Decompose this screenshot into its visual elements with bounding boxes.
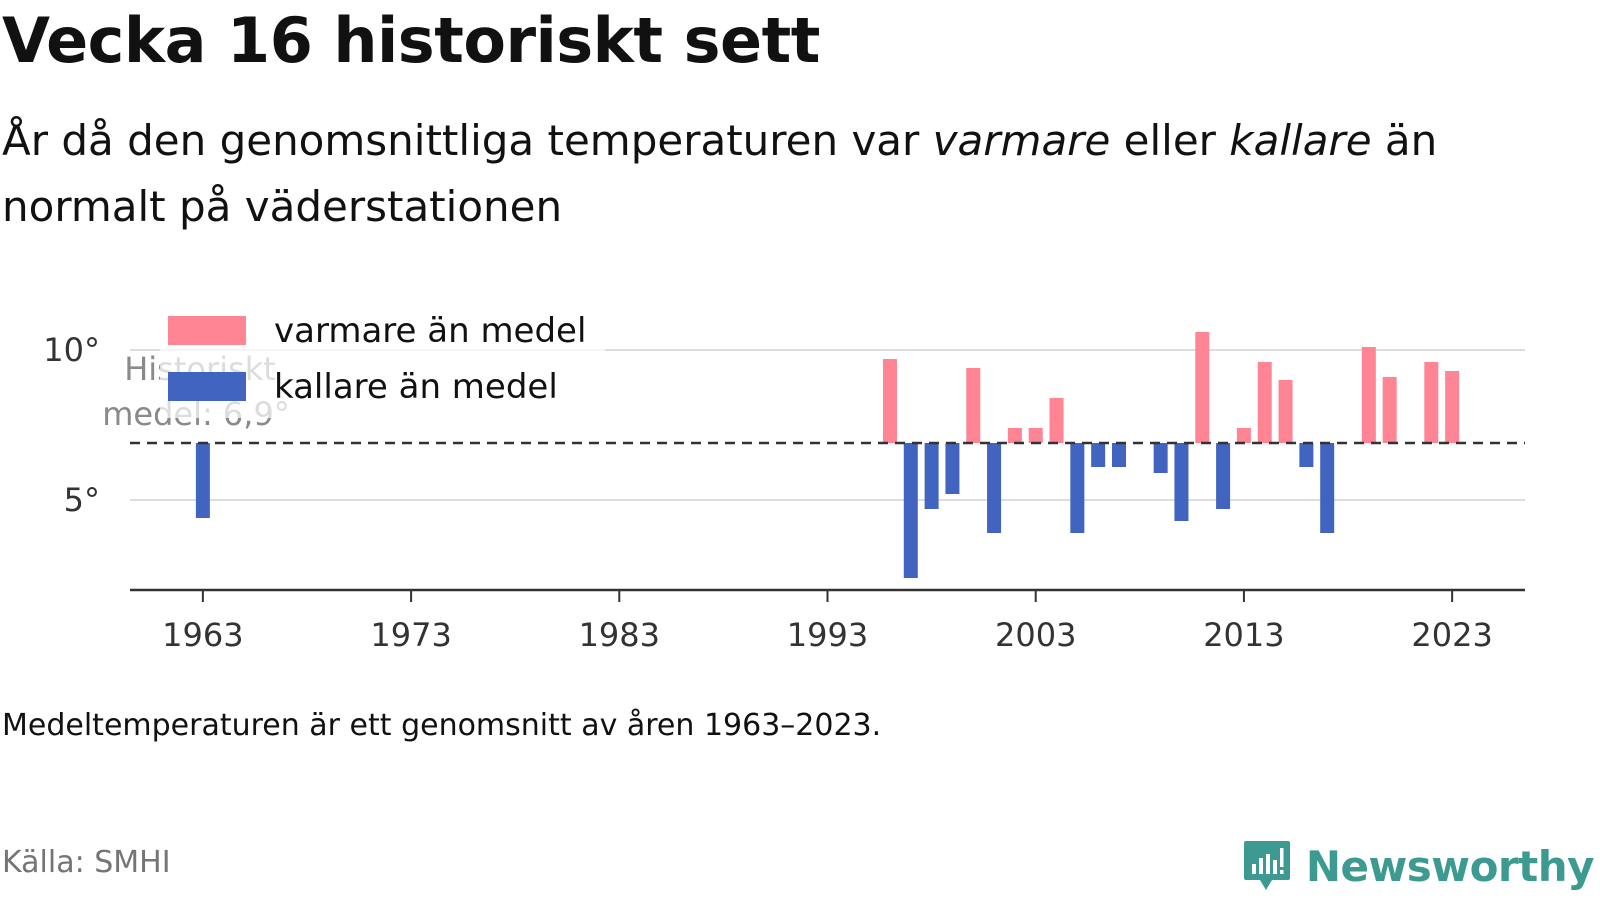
temperature-bar-chart: Historisktmedel: 6,9° 5°10°1963197319831…: [43, 308, 1525, 654]
bar-cold: [987, 443, 1002, 533]
bar-warm: [966, 368, 981, 443]
bar-warm: [1278, 380, 1293, 443]
bar-warm: [1195, 332, 1210, 443]
brand-name: Newsworthy: [1305, 841, 1595, 891]
bar-cold: [195, 443, 210, 518]
bar-warm: [1424, 362, 1439, 443]
subtitle-warm-word: varmare: [932, 116, 1111, 165]
bar-cold: [1174, 443, 1189, 521]
bar-warm: [1049, 398, 1064, 443]
axes: 5° 10° 1963 1973 1983 1993 2003 2013 2023: [43, 331, 1525, 654]
y-tick-label: 10°: [43, 331, 100, 369]
newsworthy-logo-icon: [1243, 841, 1290, 890]
bar-cold: [1216, 443, 1231, 509]
x-tick-label: 1983: [579, 616, 660, 654]
bar-cold: [1091, 443, 1106, 467]
x-tick-label: 2013: [1203, 616, 1284, 654]
bar-cold: [1153, 443, 1168, 473]
bar-warm: [1257, 362, 1272, 443]
bar-cold: [1070, 443, 1085, 533]
subtitle-cold-word: kallare: [1229, 116, 1372, 165]
subtitle-part-2: eller: [1110, 116, 1230, 165]
bar-warm: [1445, 371, 1460, 443]
bar-warm: [1361, 347, 1376, 443]
x-tick-label: 2023: [1411, 616, 1492, 654]
bar-cold: [945, 443, 960, 494]
footnote: Medeltemperaturen är ett genomsnitt av å…: [2, 708, 882, 743]
bar-cold: [903, 443, 918, 578]
legend-label-warm: varmare än medel: [274, 311, 586, 351]
subtitle-part-1: År då den genomsnittliga temperaturen va…: [2, 116, 933, 165]
chart-title: Vecka 16 historiskt sett: [2, 4, 820, 77]
bar-warm: [1382, 377, 1397, 443]
source-credit: Källa: SMHI: [2, 845, 171, 880]
x-tick-label: 1963: [162, 616, 243, 654]
legend-label-cold: kallare än medel: [274, 367, 558, 407]
legend-swatch-cold: [168, 372, 246, 401]
bar-cold: [1299, 443, 1314, 467]
y-tick-label: 5°: [64, 481, 100, 519]
bar-cold: [1111, 443, 1126, 467]
bar-warm: [882, 359, 897, 443]
legend-swatch-warm: [168, 316, 246, 345]
bars: [195, 332, 1460, 578]
x-tick-label: 1973: [370, 616, 451, 654]
chart-subtitle: År då den genomsnittliga temperaturen va…: [2, 108, 1522, 240]
bar-warm: [1236, 428, 1251, 443]
bar-cold: [924, 443, 939, 509]
bar-warm: [1007, 428, 1022, 443]
legend: varmare än medel kallare än medel: [160, 308, 605, 418]
brand[interactable]: Newsworthy: [1242, 838, 1595, 894]
x-tick-label: 2003: [995, 616, 1076, 654]
subtitle-part-3: än normalt på väderstationen: [2, 116, 1438, 231]
bar-warm: [1028, 428, 1043, 443]
x-tick-label: 1993: [787, 616, 868, 654]
bar-cold: [1320, 443, 1335, 533]
